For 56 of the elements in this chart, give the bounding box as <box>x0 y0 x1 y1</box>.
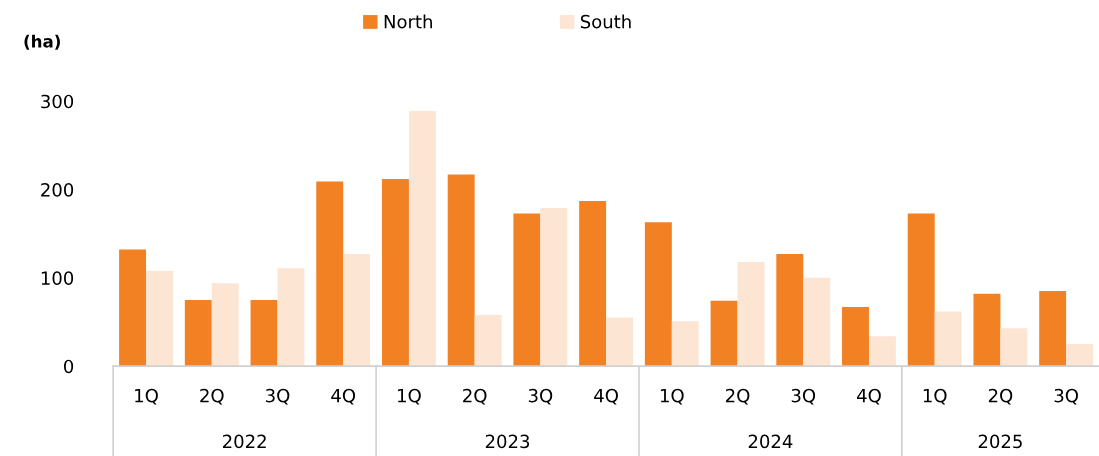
bar <box>842 307 869 367</box>
x-tick-label: 3Q <box>791 388 816 405</box>
bar <box>316 181 344 367</box>
bar <box>710 300 738 367</box>
bar <box>644 222 672 367</box>
bar <box>606 317 634 367</box>
bar <box>1066 344 1094 367</box>
bar <box>277 268 305 367</box>
text: 2024 <box>748 434 793 449</box>
bar <box>474 314 502 367</box>
x-tick-label: 4Q <box>857 388 881 405</box>
bar <box>513 213 541 367</box>
y-axis-title: (ha) <box>24 34 60 50</box>
x-tick-label: 3Q <box>528 388 553 405</box>
bar <box>381 178 409 367</box>
bar <box>184 299 212 367</box>
x-tick-label: 3Q <box>1054 388 1078 405</box>
bar <box>803 277 831 367</box>
y-tick-label: 0 <box>64 359 74 374</box>
x-tick-label: 1Q <box>398 388 421 405</box>
bar <box>146 270 173 367</box>
bar <box>934 311 962 367</box>
bar <box>973 293 1001 367</box>
x-tick-label: 1Q <box>135 388 158 405</box>
x-tick-label: 2Q <box>463 388 487 405</box>
x-tick-label: 1Q <box>923 388 947 405</box>
legend-label: North <box>384 14 432 29</box>
bar <box>119 249 147 367</box>
bar <box>540 208 568 367</box>
bar <box>737 261 765 367</box>
x-tick-label: 2Q <box>726 388 750 405</box>
bar <box>408 110 436 367</box>
x-tick-label: 3Q <box>266 388 290 405</box>
text: 2022 <box>222 434 266 449</box>
legend-label: South <box>580 14 631 29</box>
x-tick-label: 1Q <box>660 388 684 405</box>
y-tick-label: 200 <box>41 183 74 197</box>
y-tick-label: 300 <box>41 94 74 109</box>
bar <box>579 201 607 367</box>
bar <box>671 321 699 367</box>
x-tick-label: 2Q <box>200 388 224 405</box>
bar <box>907 213 935 367</box>
y-tick-label: 100 <box>41 271 74 285</box>
bar <box>343 254 371 367</box>
x-tick-label: 2Q <box>988 388 1013 405</box>
text: 2023 <box>485 434 530 449</box>
x-tick-label: 4Q <box>331 388 356 405</box>
bar <box>776 254 804 367</box>
bar <box>1000 328 1028 367</box>
bar <box>447 174 475 367</box>
bar <box>868 336 896 367</box>
x-tick-label: 4Q <box>594 388 618 405</box>
bar <box>1039 291 1067 367</box>
bar <box>211 283 239 367</box>
bar <box>250 299 278 367</box>
text: 2025 <box>978 434 1022 449</box>
